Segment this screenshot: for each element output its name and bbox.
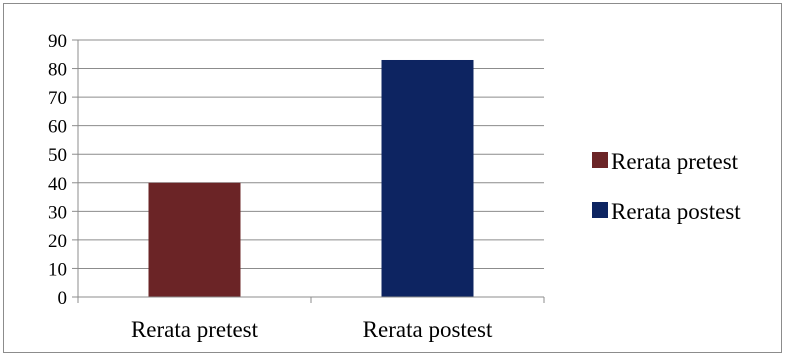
y-tick-label: 10	[48, 259, 67, 280]
bars	[148, 59, 474, 297]
bar-rerata-pretest	[148, 182, 241, 297]
gridlines	[78, 39, 544, 269]
x-category-label: Rerata postest	[363, 317, 493, 342]
y-tick-label: 90	[48, 31, 67, 52]
y-tick-label: 70	[48, 88, 67, 109]
y-tick-label: 0	[58, 288, 68, 309]
legend-swatch	[592, 152, 608, 168]
y-tick-label: 30	[48, 202, 67, 223]
y-tick-label: 50	[48, 145, 67, 166]
legend: Rerata pretest Rerata postest	[592, 149, 741, 224]
y-tick-label: 60	[48, 117, 67, 138]
tick-labels: 0 10 20 30 40 50 60 70 80 90 Rerata pretest Rerata …	[48, 31, 493, 342]
legend-swatch	[592, 202, 608, 218]
legend-label: Rerata pretest	[611, 149, 739, 174]
bar-rerata-postest	[381, 59, 474, 297]
x-category-label: Rerata pretest	[131, 317, 259, 342]
y-tick-label: 40	[48, 174, 67, 195]
y-tick-label: 80	[48, 60, 67, 81]
y-tick-label: 20	[48, 231, 67, 252]
axes	[72, 39, 545, 303]
legend-label: Rerata postest	[611, 199, 741, 224]
